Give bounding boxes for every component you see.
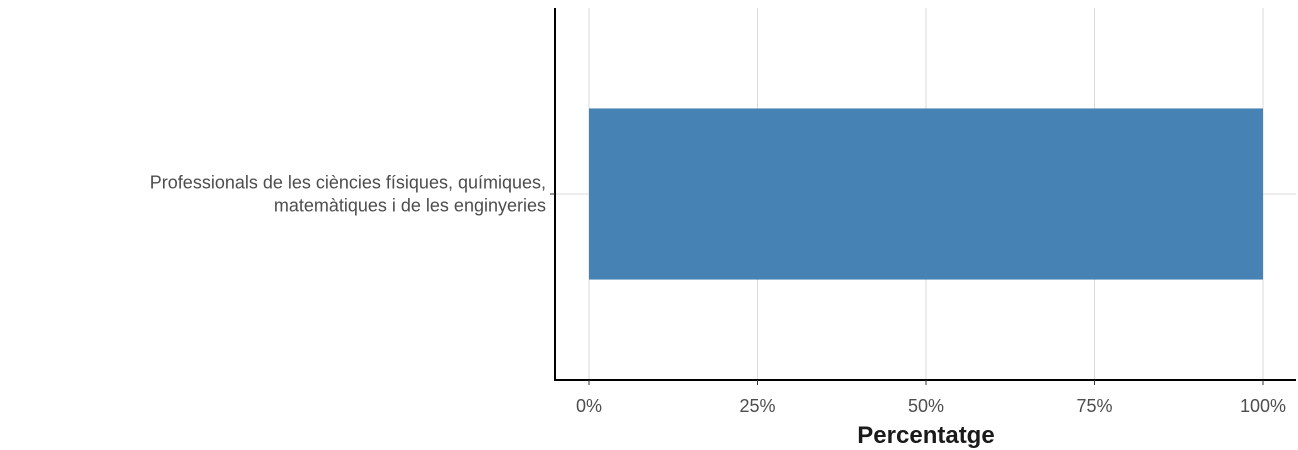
category-labels: Professionals de les ciències físiques, … bbox=[150, 173, 546, 216]
bar-0 bbox=[589, 108, 1263, 280]
x-tick-label-3: 75% bbox=[1076, 396, 1112, 416]
x-tick-label-4: 100% bbox=[1240, 396, 1286, 416]
axes bbox=[550, 8, 1296, 385]
x-tick-label-1: 25% bbox=[739, 396, 775, 416]
bars bbox=[589, 108, 1263, 280]
x-axis-title: Percentatge bbox=[857, 422, 994, 449]
category-label-0-line-1: matemàtiques i de les enginyeries bbox=[274, 196, 546, 216]
x-tick-labels: 0% 25% 50% 75% 100% bbox=[576, 396, 1286, 416]
category-label-0-line-0: Professionals de les ciències físiques, … bbox=[150, 173, 546, 193]
x-tick-label-2: 50% bbox=[908, 396, 944, 416]
x-tick-label-0: 0% bbox=[576, 396, 602, 416]
